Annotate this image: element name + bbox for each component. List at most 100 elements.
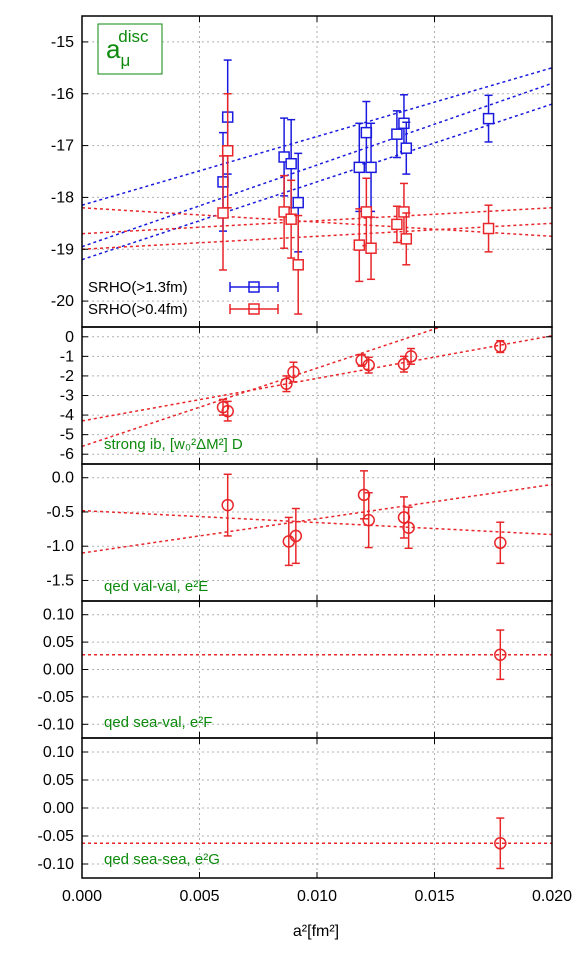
y-tick-label: 0.0 [52,470,74,487]
point-marker-square [221,145,234,157]
point-marker-square [365,161,377,174]
point-marker-square [365,242,377,254]
data-point [221,400,234,422]
x-axis-label: a²[fm²] [293,923,339,940]
data-point [400,121,413,175]
point-marker-square [398,117,410,130]
data-point [494,521,507,565]
data-point [400,212,413,266]
data-point [362,492,375,549]
data-point [482,204,495,253]
y-tick-label: 0.00 [43,800,74,817]
point-marker-square [398,206,410,218]
panel-3-annotation: qed val-val, e²E [104,578,208,595]
point-marker-circle [494,837,507,850]
data-point [289,507,303,565]
point-marker-square [278,206,290,218]
point-marker-circle [289,529,303,543]
chart-title: aμ disc [106,27,149,70]
data-point [482,94,495,143]
y-tick-label: 0.10 [43,607,74,624]
y-tick-label: -1.5 [46,572,74,589]
y-tick-label: -3 [60,388,74,405]
y-tick-label: 0.10 [43,744,74,761]
fit-line [82,483,552,554]
point-marker-square [400,233,413,245]
point-marker-square [391,128,403,140]
data-point [398,94,410,153]
y-tick-label: 0.05 [43,634,74,651]
data-point [494,629,507,681]
grid-lines [82,16,552,878]
data-point [365,216,377,281]
fit-lines [82,67,552,845]
point-marker-square [482,222,495,235]
fit-line [82,509,552,536]
panel-2-annotation: strong ib, [w₀²ΔM²] D [104,436,243,453]
data-point [355,353,368,367]
data-point [391,110,403,159]
panel-5-annotation: qed sea-sea, e²G [104,851,220,868]
data-point [282,516,296,567]
chart-title-sub: μ [120,51,130,70]
point-marker-circle [494,648,507,661]
panel-4-annotation: qed sea-val, e²F [104,714,212,731]
fit-line [82,207,552,235]
fit-line [82,207,552,238]
data-point [221,473,234,537]
point-marker-square [482,112,495,125]
point-marker-circle [494,536,507,550]
y-tick-label: -19 [51,241,74,258]
x-tick-label: 0.000 [62,888,102,905]
data-point [362,356,375,374]
point-marker-circle [287,365,300,379]
y-tick-label: -18 [51,189,74,206]
point-marker-square [360,206,373,218]
fit-line [82,327,443,448]
point-marker-square [400,142,413,154]
panel-frame [81,737,553,879]
data-point [360,100,373,165]
y-tick-label: 0 [65,329,74,346]
point-marker-square [353,161,366,174]
chart-title-sup: disc [118,27,149,46]
data-point [285,179,297,259]
legend-label-series-1: SRHO(>1.3fm) [88,279,188,296]
y-tick-label: -0.10 [38,716,75,733]
data-point [292,214,304,315]
y-tick-label: -0.5 [46,504,74,521]
data-point [494,339,507,354]
data-point [494,817,507,870]
x-tick-label: 0.005 [179,888,219,905]
point-marker-square [285,213,297,225]
point-marker-square [292,196,304,209]
y-tick-label: -6 [60,446,74,463]
fit-line [82,335,552,422]
fit-line [82,67,552,206]
y-tick-label: -4 [60,407,74,424]
data-point [402,506,415,550]
point-marker-circle [221,498,234,512]
data-point [278,174,290,249]
legend: SRHO(>1.3fm) SRHO(>0.4fm) [88,279,279,318]
data-point [217,155,229,271]
tick-labels: -20 -19 -18 -17 -16 -15 -6 -5 -4 -3 -2 -1 0 -1.5 -1.0 -… [38,34,573,905]
data-point [221,93,234,209]
y-tick-label: -16 [51,86,74,103]
y-tick-label: -17 [51,138,74,155]
y-tick-label: -0.05 [38,689,75,706]
data-point [360,177,373,247]
y-tick-label: 0.05 [43,772,74,789]
point-marker-square [391,218,403,231]
y-tick-label: -0.05 [38,828,75,845]
point-marker-square [360,126,373,139]
x-tick-label: 0.010 [297,888,337,905]
y-tick-label: -5 [60,427,74,444]
point-marker-square [292,259,304,271]
data-point [404,347,418,365]
point-marker-circle [280,377,293,391]
point-marker-circle [357,488,371,502]
legend-label-series-2: SRHO(>0.4fm) [88,301,188,318]
y-tick-label: -20 [51,293,74,310]
